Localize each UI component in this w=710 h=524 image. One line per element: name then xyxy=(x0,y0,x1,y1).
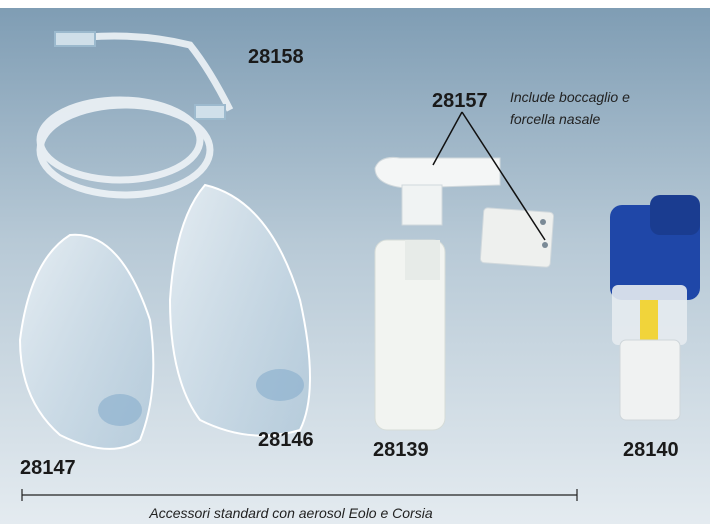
product-code: 28139 xyxy=(373,439,429,461)
product-code: 28140 xyxy=(623,439,679,461)
product-code: 28147 xyxy=(20,457,76,479)
product-code: 28146 xyxy=(258,429,314,451)
product-note: Include boccaglio e xyxy=(510,89,630,105)
nebulizer-cup xyxy=(375,240,445,430)
mask-port xyxy=(98,394,142,426)
product-code: 28158 xyxy=(248,46,304,68)
product-code: 28157 xyxy=(432,90,488,112)
product-note: forcella nasale xyxy=(510,111,600,127)
mask-port xyxy=(256,369,304,401)
product-photo: 28158 28157 Include boccaglio e forcella… xyxy=(0,0,710,524)
caption: Accessori standard con aerosol Eolo e Co… xyxy=(148,505,432,521)
